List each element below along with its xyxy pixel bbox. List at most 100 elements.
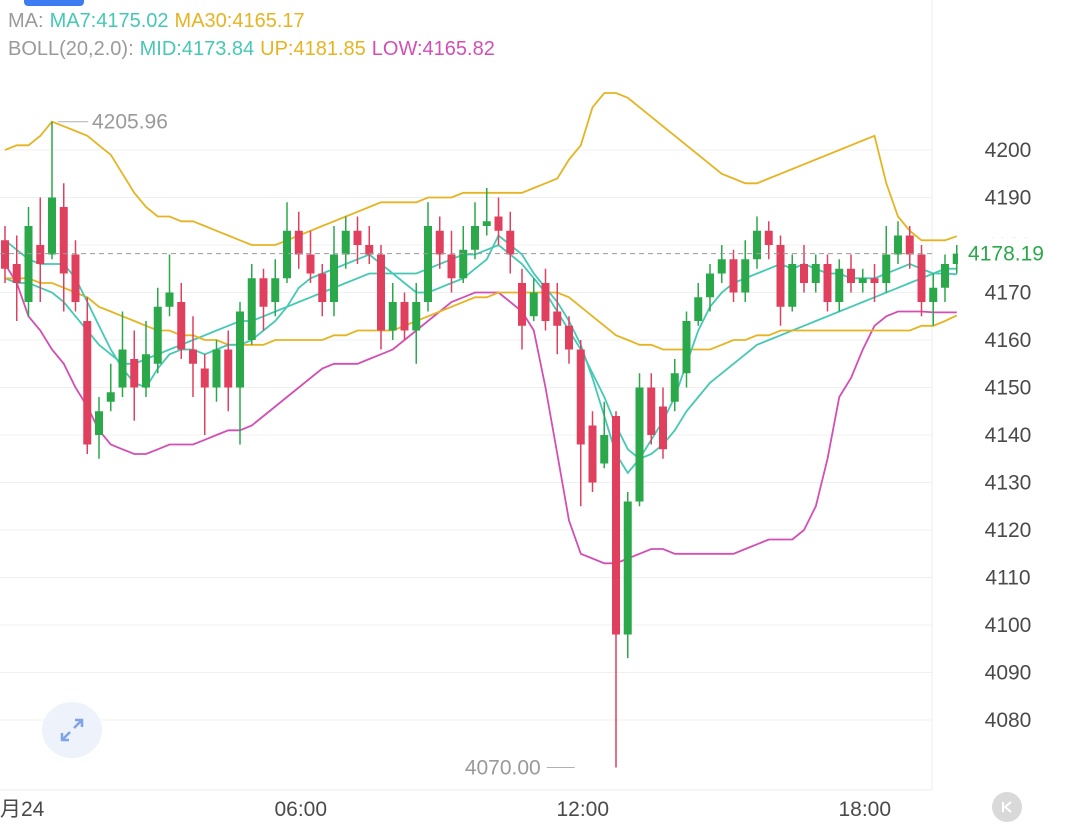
price-tick-label: 4080 [985, 709, 1032, 732]
candle-down [318, 273, 327, 302]
candle-up [212, 349, 221, 388]
candle-down [823, 264, 832, 302]
candle-up [283, 230, 291, 279]
candle-up [153, 306, 162, 364]
candle-up [753, 230, 761, 260]
candle-down [870, 278, 879, 283]
candle-down [130, 359, 139, 388]
candle-down [71, 254, 80, 302]
candle-down [224, 349, 233, 388]
price-tick-label: 4110 [985, 567, 1030, 590]
candle-up [941, 264, 949, 288]
candle-up [882, 254, 891, 283]
candle-down [565, 325, 573, 350]
candle-up [24, 226, 33, 302]
candle-up [412, 302, 421, 331]
candle-up [459, 249, 468, 279]
candle-up [118, 349, 127, 388]
candle-up [424, 226, 432, 302]
candle-up [706, 273, 714, 298]
candle-down [764, 230, 773, 245]
ma30-legend-value: MA30:4165.17 [174, 10, 305, 32]
current-price-marker: 4178.19 [0, 237, 1056, 270]
expand-icon [60, 718, 84, 742]
candle-down [59, 207, 68, 274]
candle-down [353, 230, 362, 245]
candle-up [741, 259, 750, 293]
candle-down [905, 235, 914, 255]
candle-down [576, 349, 585, 445]
candle-up [271, 278, 280, 302]
candle-up [482, 221, 491, 226]
price-tick-label: 4100 [985, 614, 1032, 637]
boll-legend: BOLL(20,2.0): MID:4173.84 UP:4181.85 LOW:41… [8, 38, 501, 61]
candle-down [659, 406, 667, 450]
candle-down [506, 230, 515, 255]
high-annotation-label: 4205.96 [92, 111, 168, 134]
candle-up [952, 253, 961, 264]
top-tab-indicator [24, 0, 84, 6]
boll-mid-legend-value: MID:4173.84 [139, 38, 255, 60]
ma7-legend-value: MA7:4175.02 [49, 10, 169, 32]
candle-up [894, 235, 902, 255]
time-axis: 月24 06:00 12:00 18:00 [0, 798, 891, 821]
candles [1, 121, 961, 768]
candle-down [294, 230, 303, 255]
candle-up [142, 354, 150, 388]
candle-up [717, 259, 726, 274]
candle-up [682, 321, 691, 374]
candle-down [1, 240, 9, 269]
candle-down [518, 283, 526, 326]
skip-to-end-icon [1002, 801, 1012, 813]
candle-up [600, 435, 609, 464]
ma7-line [4, 234, 957, 475]
candle-up [858, 278, 867, 283]
candle-down [365, 245, 374, 255]
candle-down [776, 245, 785, 307]
boll-legend-label: BOLL(20,2.0): [8, 38, 134, 60]
current-price-badge [958, 237, 1056, 270]
candle-down [588, 425, 597, 483]
candle-up [835, 268, 844, 302]
chart-grid [0, 149, 932, 721]
time-tick-label: 06:00 [274, 798, 327, 821]
candle-down [259, 278, 268, 307]
candle-up [471, 226, 479, 250]
candle-down [541, 283, 550, 321]
candle-down [847, 268, 855, 283]
price-tick-label: 4200 [985, 139, 1032, 162]
time-tick-label: 月24 [0, 798, 45, 821]
candle-down [83, 321, 92, 445]
candle-up [247, 278, 256, 340]
scroll-to-latest-button[interactable] [992, 792, 1022, 822]
candle-down [553, 311, 562, 326]
price-tick-label: 4160 [985, 329, 1032, 352]
candle-down [647, 387, 656, 435]
candle-up [623, 501, 632, 635]
candle-down [189, 349, 197, 364]
candle-up [165, 292, 174, 307]
ma-legend: MA: MA7:4175.02 MA30:4165.17 [8, 10, 311, 33]
candle-down [306, 254, 315, 274]
expand-button[interactable] [42, 702, 102, 758]
candle-down [729, 259, 738, 293]
price-tick-label: 4150 [985, 377, 1032, 400]
candle-down [435, 230, 444, 255]
current-price-label: 4178.19 [968, 243, 1044, 266]
price-tick-label: 4130 [985, 472, 1032, 495]
boll-low-line [4, 263, 957, 565]
annotations: 4205.96 4070.00 [58, 111, 575, 780]
candle-down [494, 216, 503, 231]
low-annotation-label: 4070.00 [465, 757, 541, 780]
candle-up [388, 302, 397, 331]
time-tick-label: 18:00 [838, 798, 891, 821]
candle-down [377, 254, 385, 331]
price-axis: 4200419041804170416041504140413041204110… [985, 139, 1032, 732]
ma30-line [5, 277, 958, 351]
candle-up [670, 373, 679, 402]
candle-up [106, 392, 115, 402]
candle-up [48, 197, 56, 255]
candle-down [12, 264, 21, 283]
candle-down [177, 302, 186, 350]
